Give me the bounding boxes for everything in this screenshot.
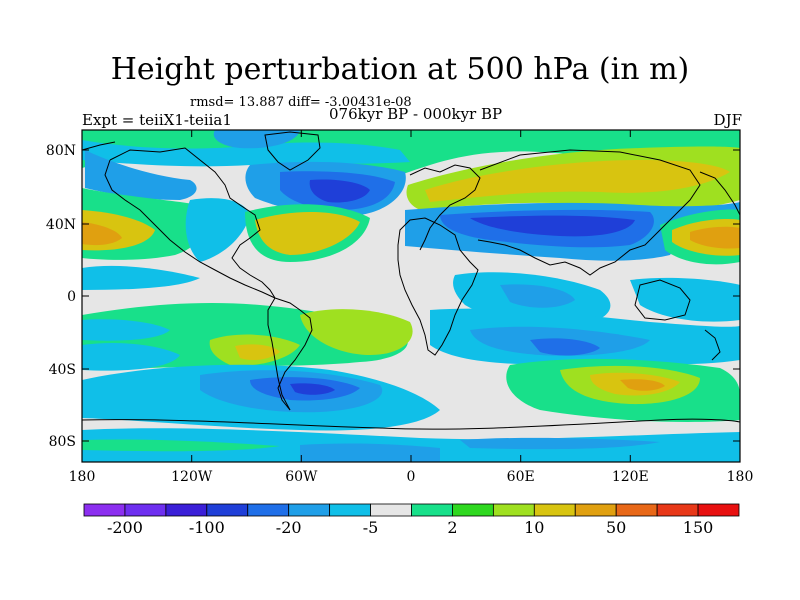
lat-tick-label: 40S bbox=[49, 362, 76, 378]
map-title: Height perturbation at 500 hPa (in m) bbox=[110, 52, 690, 87]
colorbar-label: 2 bbox=[447, 518, 457, 537]
colorbar-label: 50 bbox=[606, 518, 626, 537]
lon-tick-label: 120E bbox=[612, 469, 649, 485]
coastlines bbox=[82, 131, 740, 430]
colorbar-swatch bbox=[452, 503, 494, 517]
colorbar-swatch bbox=[411, 503, 453, 517]
colorbar-swatch bbox=[206, 503, 249, 517]
stats-label: rmsd= 13.887 diff= -3.00431e-08 bbox=[190, 95, 412, 110]
colorbar-swatch bbox=[656, 503, 699, 517]
latitude-axis: 80N 40N 0 40S 80S bbox=[46, 143, 740, 450]
colorbar-swatch bbox=[124, 503, 167, 517]
lat-tick-label: 80N bbox=[46, 143, 76, 159]
colorbar-swatch bbox=[247, 503, 290, 517]
lon-tick-label: 120W bbox=[171, 469, 213, 485]
contour-field bbox=[82, 130, 740, 462]
colorbar-label: -20 bbox=[276, 518, 302, 537]
lon-tick-label: 180 bbox=[69, 469, 96, 485]
colorbar-swatch bbox=[329, 503, 371, 517]
colorbar-swatch bbox=[492, 503, 535, 517]
colorbar-label: -200 bbox=[107, 518, 143, 537]
lat-tick-label: 80S bbox=[49, 434, 76, 450]
colorbar-swatch bbox=[83, 503, 126, 517]
lat-tick-label: 40N bbox=[46, 217, 76, 233]
period-label: 076kyr BP - 000kyr BP bbox=[329, 105, 503, 123]
colorbar-label: -5 bbox=[363, 518, 379, 537]
season-label: DJF bbox=[713, 111, 742, 129]
colorbar-swatch bbox=[574, 503, 617, 517]
lon-tick-label: 180 bbox=[727, 469, 754, 485]
lon-tick-label: 0 bbox=[407, 469, 416, 485]
longitude-axis: 180 120W 60W 0 60E 120E 180 bbox=[69, 130, 754, 485]
colorbar-label: -100 bbox=[189, 518, 225, 537]
colorbar-swatch bbox=[697, 503, 740, 517]
colorbar-label: 150 bbox=[683, 518, 714, 537]
colorbar-swatch bbox=[165, 503, 208, 517]
lon-tick-label: 60W bbox=[285, 469, 318, 485]
colorbar-swatch bbox=[370, 503, 412, 517]
experiment-label: Expt = teiiX1-teiia1 bbox=[82, 111, 232, 129]
lat-tick-label: 0 bbox=[67, 289, 76, 305]
colorbar: -200 -100 -20 -5 2 10 50 150 bbox=[83, 503, 740, 537]
colorbar-label: 10 bbox=[524, 518, 544, 537]
colorbar-swatch bbox=[533, 503, 576, 517]
colorbar-swatch bbox=[288, 503, 331, 517]
lon-tick-label: 60E bbox=[507, 469, 535, 485]
colorbar-swatch bbox=[615, 503, 658, 517]
